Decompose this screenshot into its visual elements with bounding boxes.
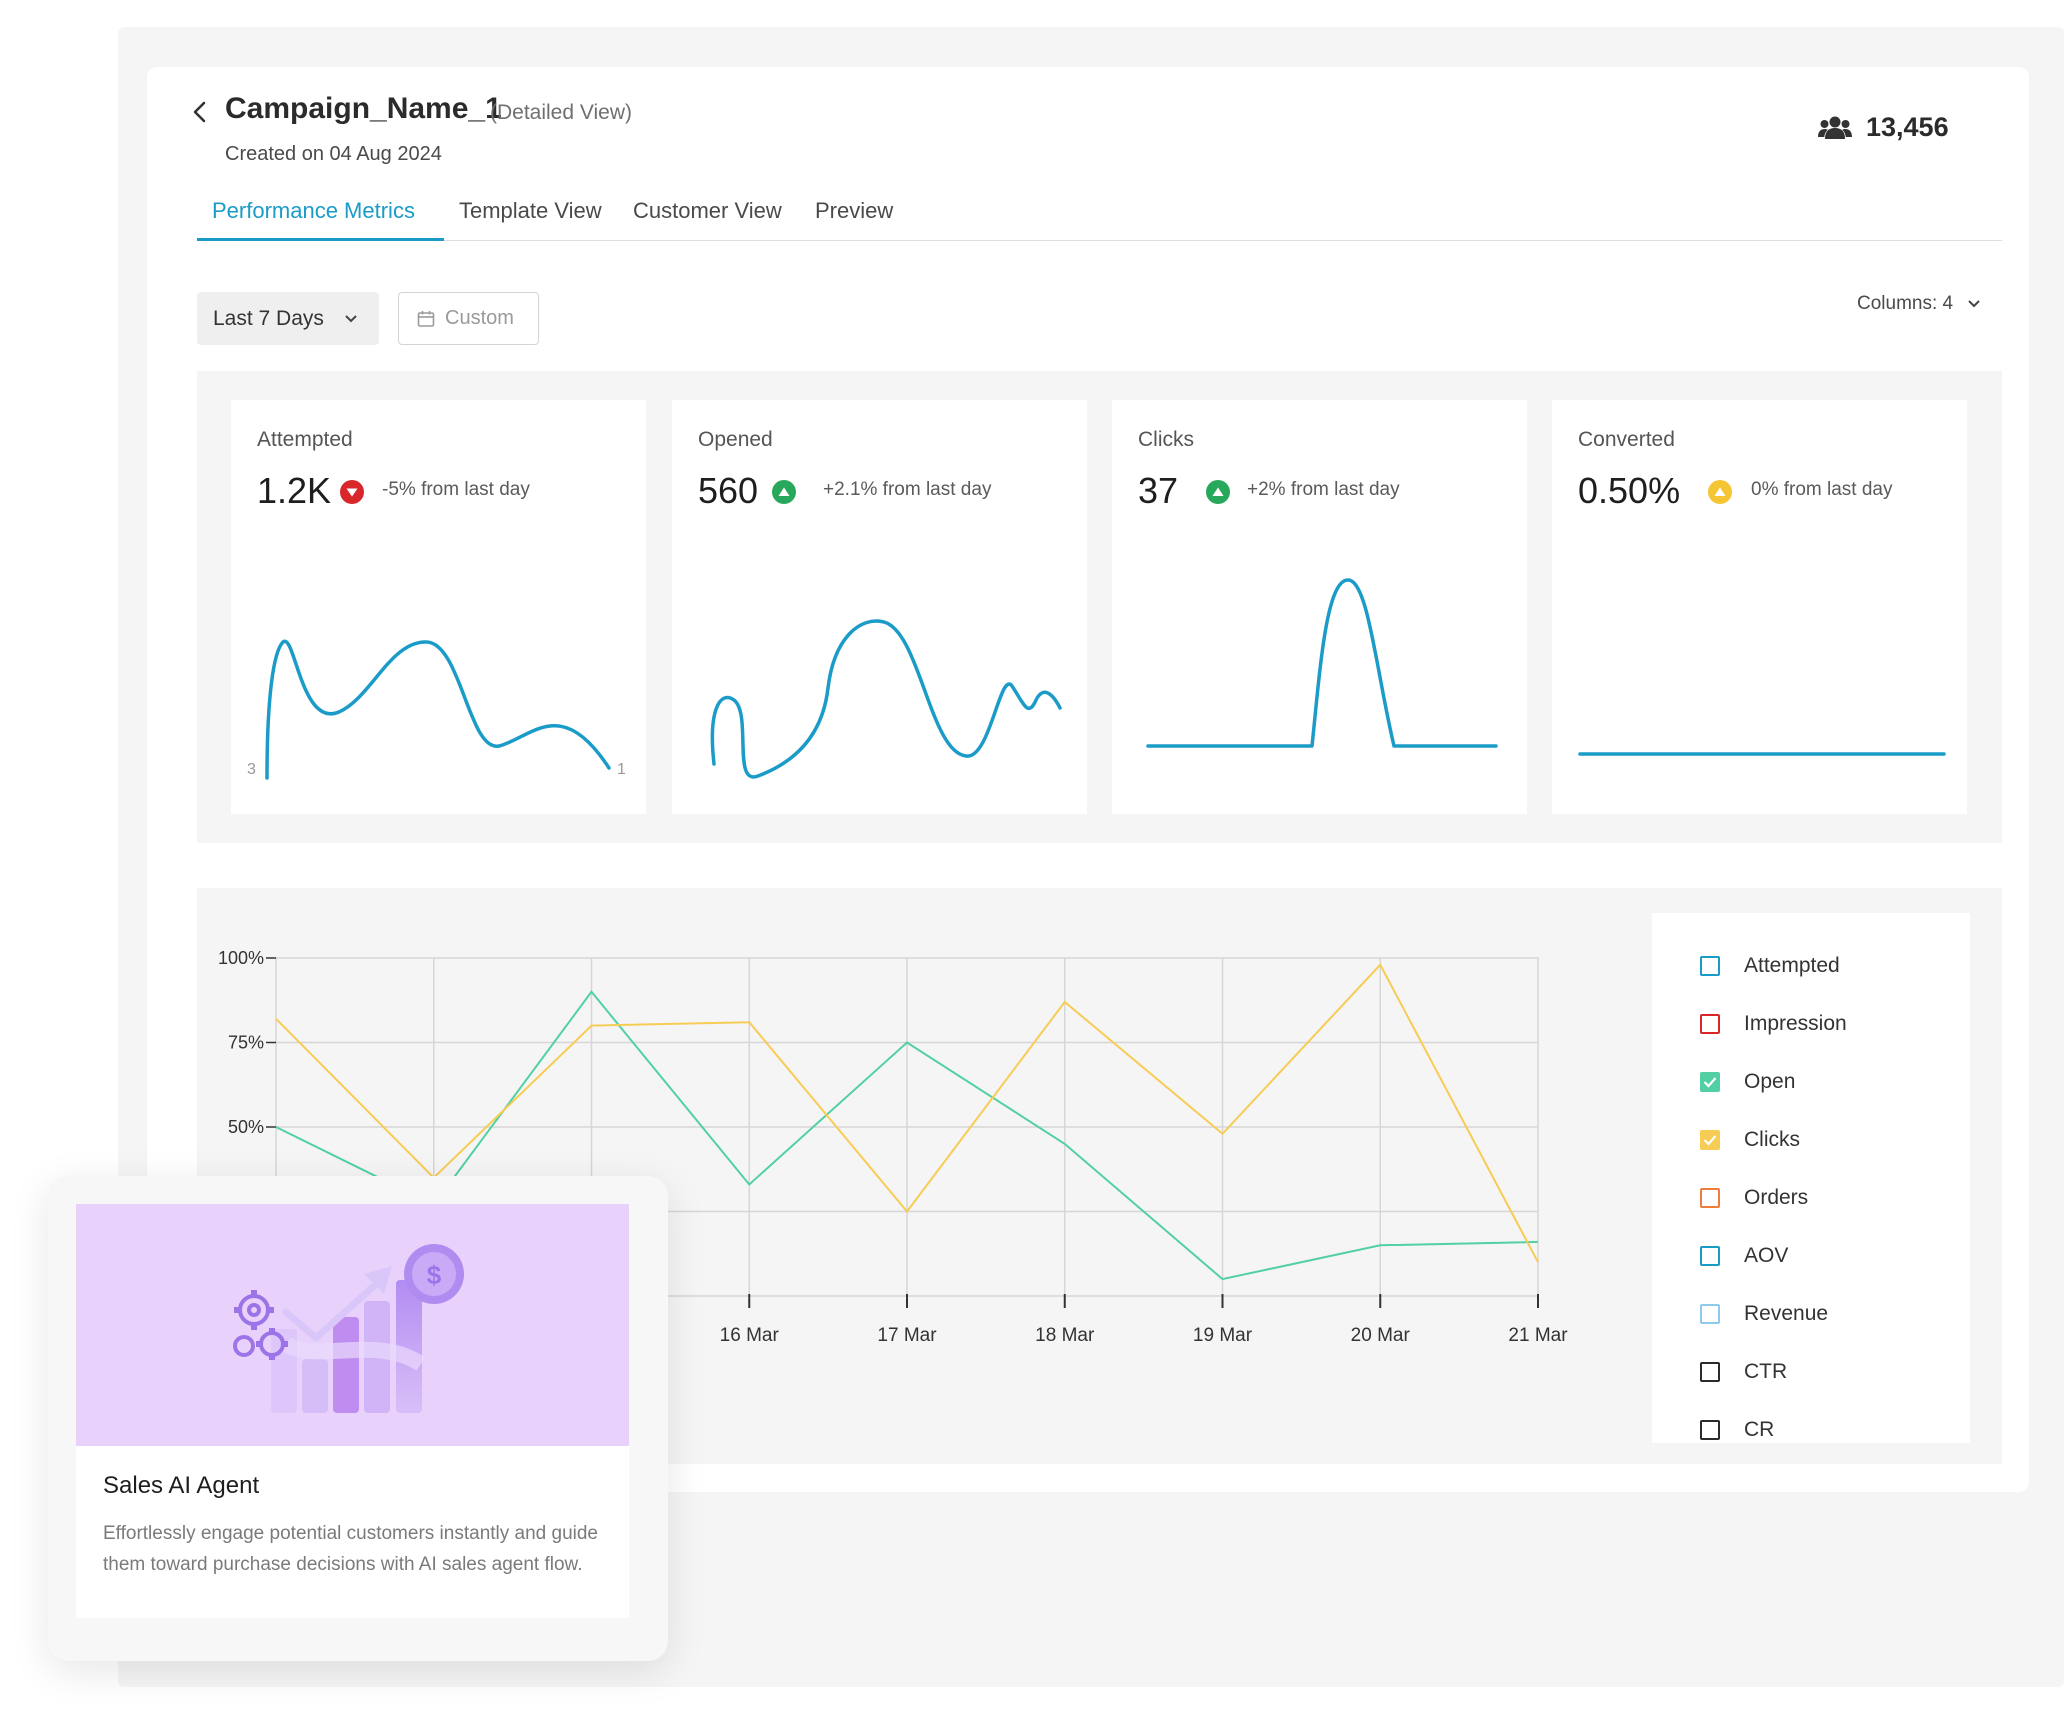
date-range-select[interactable]: Last 7 Days [197, 292, 379, 345]
checkbox[interactable] [1700, 1420, 1720, 1440]
spark-start-label: 3 [247, 761, 256, 778]
trend-up-icon [772, 480, 796, 504]
growth-chart-icon: $ [233, 1244, 464, 1413]
custom-date-button[interactable]: Custom [398, 292, 539, 345]
tab-bar: Performance Metrics Template View Custom… [197, 196, 2002, 241]
legend-item-attempted[interactable]: Attempted [1700, 951, 1840, 981]
metric-label: Clicks [1138, 428, 1194, 451]
view-label: (Detailed View) [490, 101, 633, 124]
chart-series-open [275, 990, 1539, 1281]
ai-card-content: $ Sales AI Agent Effortlessly engage pot… [76, 1204, 629, 1618]
metric-value: 0.50% [1578, 470, 1681, 511]
trend-up-icon [1206, 480, 1230, 504]
checkmark-icon [1703, 1077, 1717, 1088]
legend-item-open[interactable]: Open [1700, 1067, 1795, 1097]
legend-label: CTR [1744, 1360, 1788, 1383]
metric-card-clicks: Clicks 37 +2% from last day [1112, 400, 1527, 814]
sparkline-attempted: 3 1 [247, 639, 626, 780]
metric-label: Attempted [257, 428, 353, 451]
legend-item-impression[interactable]: Impression [1700, 1009, 1847, 1039]
tab-template-view[interactable]: Template View [459, 198, 602, 223]
svg-text:$: $ [427, 1260, 442, 1290]
checkbox[interactable] [1700, 1304, 1720, 1324]
chart-series-clicks [275, 963, 1539, 1263]
chart-x-tick-label: 16 Mar [720, 1325, 780, 1346]
legend-item-aov[interactable]: AOV [1700, 1241, 1788, 1271]
legend-label: Open [1744, 1070, 1796, 1093]
campaign-title: Campaign_Name_1 [225, 92, 502, 125]
trend-down-icon [340, 480, 364, 504]
chart-x-tick-label: 18 Mar [1035, 1325, 1095, 1346]
audience-count: 13,456 [1866, 112, 1949, 142]
checkbox-checked[interactable] [1700, 1130, 1720, 1150]
chart-x-tick-label: 20 Mar [1351, 1325, 1411, 1346]
date-range-value: Last 7 Days [213, 306, 324, 330]
ai-card-description: Effortlessly engage potential customers … [103, 1523, 599, 1575]
custom-label: Custom [445, 307, 514, 329]
created-date: Created on 04 Aug 2024 [225, 143, 442, 165]
chevron-down-icon [1968, 300, 1980, 308]
checkbox[interactable] [1700, 956, 1720, 976]
users-icon [1818, 116, 1852, 139]
growth-illustration: $ [76, 1204, 629, 1446]
metric-change: -5% from last day [382, 479, 530, 500]
checkbox-checked[interactable] [1700, 1072, 1720, 1092]
legend-item-cr[interactable]: CR [1700, 1415, 1774, 1443]
chart-x-tick-label: 21 Mar [1508, 1325, 1568, 1346]
metric-card-opened: Opened 560 +2.1% from last day [672, 400, 1087, 814]
metric-card-attempted: Attempted 1.2K -5% from last day 3 1 [231, 400, 646, 814]
metric-value: 37 [1138, 470, 1179, 511]
trend-flat-icon [1708, 480, 1732, 504]
checkbox[interactable] [1700, 1246, 1720, 1266]
legend-item-ctr[interactable]: CTR [1700, 1357, 1787, 1387]
columns-label: Columns: 4 [1857, 293, 1954, 314]
chart-legend: Attempted Impression Open Clicks Orders … [1652, 913, 1970, 1443]
sparkline-clicks [1146, 578, 1498, 748]
legend-item-clicks[interactable]: Clicks [1700, 1125, 1800, 1155]
chart-x-tick-label: 17 Mar [877, 1325, 937, 1346]
spark-end-label: 1 [617, 761, 626, 778]
columns-select[interactable]: Columns: 4 [1857, 293, 1981, 315]
chart-y-tick-label: 75% [228, 1033, 264, 1053]
checkbox[interactable] [1700, 1362, 1720, 1382]
legend-label: Clicks [1744, 1128, 1800, 1151]
ai-card-title: Sales AI Agent [103, 1472, 260, 1499]
sparkline-converted [1578, 752, 1946, 756]
metric-card-converted: Converted 0.50% 0% from last day [1552, 400, 1967, 814]
legend-label: Revenue [1744, 1302, 1829, 1325]
checkbox[interactable] [1700, 1188, 1720, 1208]
metric-change: +2.1% from last day [823, 479, 992, 500]
chart-y-tick-label: 50% [228, 1117, 264, 1137]
sales-ai-agent-card[interactable]: $ Sales AI Agent Effortlessly engage pot… [48, 1176, 668, 1661]
legend-item-orders[interactable]: Orders [1700, 1183, 1808, 1213]
legend-label: Orders [1744, 1186, 1809, 1209]
checkbox[interactable] [1700, 1014, 1720, 1034]
tab-performance-metrics[interactable]: Performance Metrics [197, 196, 444, 241]
legend-item-revenue[interactable]: Revenue [1700, 1299, 1828, 1329]
metric-change: 0% from last day [1751, 479, 1893, 500]
calendar-icon [417, 310, 435, 327]
checkmark-icon [1703, 1135, 1717, 1146]
metric-change: +2% from last day [1247, 479, 1400, 500]
legend-label: Attempted [1744, 954, 1840, 977]
legend-label: CR [1744, 1418, 1775, 1441]
chart-x-tick-label: 19 Mar [1193, 1325, 1253, 1346]
tab-preview[interactable]: Preview [815, 198, 894, 223]
chevron-down-icon [345, 314, 357, 322]
metric-label: Converted [1578, 428, 1675, 451]
metric-value: 560 [698, 470, 759, 511]
sparkline-opened [710, 619, 1062, 779]
metric-value: 1.2K [257, 470, 332, 511]
chart-y-tick-label: 100% [218, 948, 264, 968]
metric-label: Opened [698, 428, 773, 451]
legend-label: AOV [1744, 1244, 1789, 1267]
audience-count-block: 13,456 [1818, 112, 1949, 143]
back-arrow-icon[interactable] [188, 97, 212, 127]
tab-customer-view[interactable]: Customer View [633, 198, 782, 223]
legend-label: Impression [1744, 1012, 1847, 1035]
